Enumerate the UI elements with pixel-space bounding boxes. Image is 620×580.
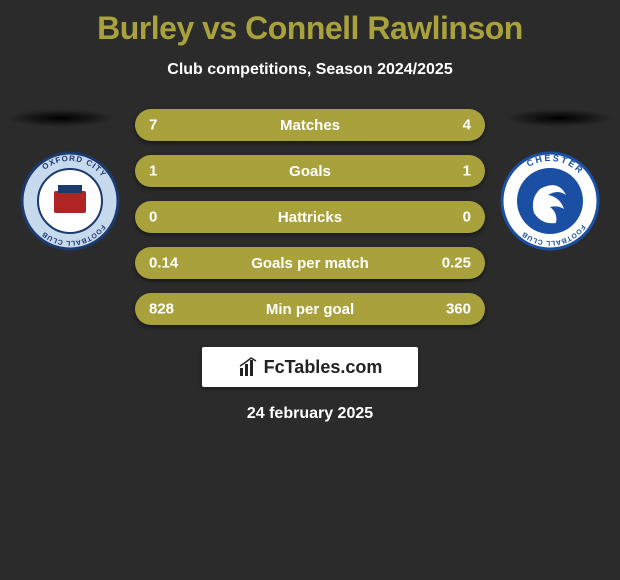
page-subtitle: Club competitions, Season 2024/2025 xyxy=(0,61,620,79)
stat-left-value: 7 xyxy=(149,117,157,134)
stat-row: 1 Goals 1 xyxy=(135,155,485,187)
stat-row: 828 Min per goal 360 xyxy=(135,293,485,325)
page-title: Burley vs Connell Rawlinson xyxy=(0,0,620,47)
stat-label: Goals xyxy=(289,163,331,180)
stat-label: Goals per match xyxy=(251,255,369,272)
stat-row: 0.14 Goals per match 0.25 xyxy=(135,247,485,279)
stat-right-value: 0.25 xyxy=(442,255,471,272)
stat-right-value: 1 xyxy=(463,163,471,180)
stat-right-value: 4 xyxy=(463,117,471,134)
shadow-decoration xyxy=(504,109,614,127)
stat-right-value: 0 xyxy=(463,209,471,226)
stat-row: 0 Hattricks 0 xyxy=(135,201,485,233)
stat-left-value: 828 xyxy=(149,301,174,318)
shadow-decoration xyxy=(6,109,116,127)
comparison-panel: OXFORD CITY FOOTBALL CLUB CHESTER FOOTBA… xyxy=(0,109,620,423)
stat-left-value: 1 xyxy=(149,163,157,180)
stat-left-value: 0 xyxy=(149,209,157,226)
chart-icon xyxy=(238,356,260,378)
left-club-crest-icon: OXFORD CITY FOOTBALL CLUB xyxy=(20,151,120,251)
stat-left-value: 0.14 xyxy=(149,255,178,272)
brand-text: FcTables.com xyxy=(264,357,383,378)
stat-right-value: 360 xyxy=(446,301,471,318)
stat-label: Matches xyxy=(280,117,340,134)
stat-label: Hattricks xyxy=(278,209,342,226)
stat-label: Min per goal xyxy=(266,301,354,318)
right-club-crest-icon: CHESTER FOOTBALL CLUB xyxy=(500,151,600,251)
stat-row: 7 Matches 4 xyxy=(135,109,485,141)
date-text: 24 february 2025 xyxy=(0,405,620,423)
brand-badge: FcTables.com xyxy=(202,347,418,387)
stats-list: 7 Matches 4 1 Goals 1 0 Hattricks 0 0.14… xyxy=(135,109,485,325)
